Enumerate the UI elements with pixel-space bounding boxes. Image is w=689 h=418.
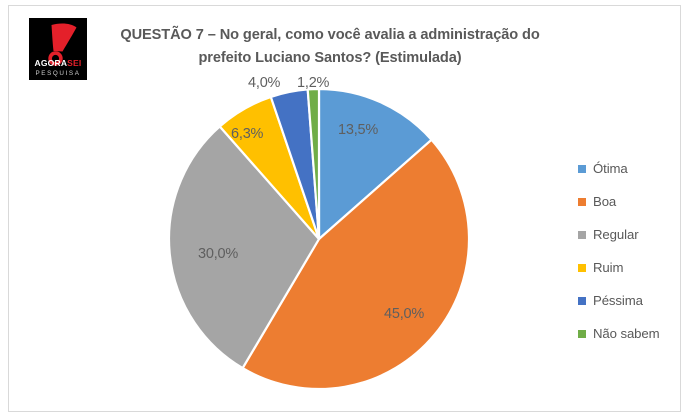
legend-swatch-icon-regular	[578, 230, 586, 239]
logo-tagline: PESQUISA	[35, 70, 81, 77]
pie-slice[interactable]	[167, 124, 321, 370]
data-label-otima: 13,5%	[338, 122, 379, 138]
legend-label-nao-sabem: Não sabem	[593, 326, 660, 341]
agorasei-logo: AGORASEI PESQUISA	[29, 18, 87, 80]
legend-item-ruim[interactable]: Ruim	[578, 251, 678, 284]
legend-item-otima[interactable]: Ótima	[578, 152, 678, 185]
data-label-pessima: 4,0%	[248, 75, 281, 91]
legend-swatch-icon-nao-sabem	[578, 329, 586, 338]
pie-slice[interactable]	[306, 87, 321, 240]
logo-wordmark: AGORASEI	[29, 59, 87, 68]
legend-label-otima: Ótima	[593, 161, 628, 176]
data-label-regular: 30,0%	[198, 246, 239, 262]
legend-item-regular[interactable]: Regular	[578, 218, 678, 251]
legend-item-pessima[interactable]: Péssima	[578, 284, 678, 317]
legend-swatch-icon-pessima	[578, 296, 586, 305]
logo-name-first: AGORA	[34, 58, 68, 68]
legend-label-boa: Boa	[593, 194, 617, 209]
data-label-ruim: 6,3%	[231, 126, 264, 142]
pie-slices	[167, 87, 471, 391]
legend-item-nao-sabem[interactable]: Não sabem	[578, 317, 678, 350]
logo-name-second: SEI	[67, 58, 82, 68]
exclamation-mark-logo-icon	[48, 23, 77, 66]
legend-swatch-icon-otima	[578, 164, 586, 173]
legend-label-ruim: Ruim	[593, 260, 624, 275]
pie-chart-plot-area	[164, 87, 474, 394]
legend-item-boa[interactable]: Boa	[578, 185, 678, 218]
legend-swatch-icon-ruim	[578, 263, 586, 272]
chart-frame: AGORASEI PESQUISA QUESTÃO 7 – No geral, …	[8, 5, 681, 412]
legend-label-regular: Regular	[593, 227, 639, 242]
pie-slice[interactable]	[317, 87, 434, 242]
pie-chart-svg	[167, 87, 471, 391]
data-label-boa: 45,0%	[384, 306, 425, 322]
legend-label-pessima: Péssima	[593, 293, 643, 308]
data-label-nao-sabem: 1,2%	[297, 75, 330, 91]
chart-legend: Ótima Boa Regular Ruim Péssima Não sabem	[578, 152, 678, 350]
pie-slice[interactable]	[241, 138, 471, 391]
chart-title: QUESTÃO 7 – No geral, como você avalia a…	[120, 27, 540, 66]
legend-swatch-icon-boa	[578, 197, 586, 206]
